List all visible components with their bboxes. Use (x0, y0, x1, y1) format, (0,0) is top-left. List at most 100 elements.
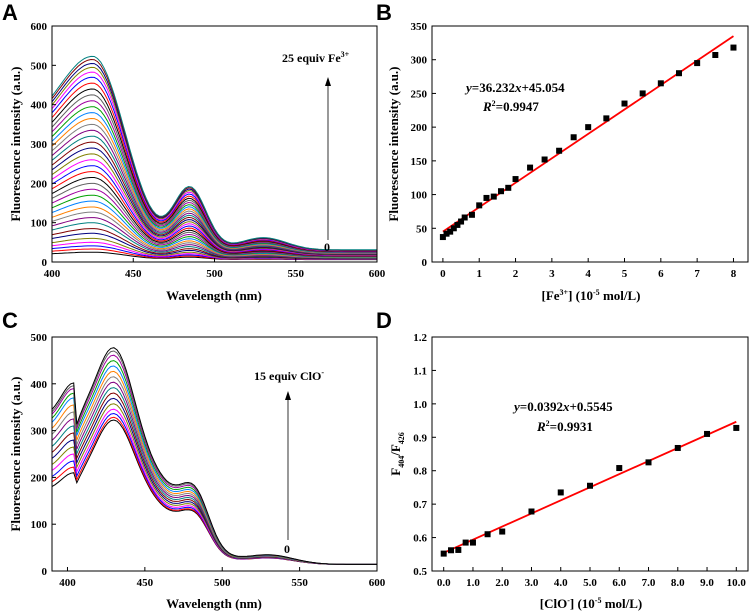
panel-b-r-squared: R2=0.9947 (482, 99, 539, 114)
data-point (541, 156, 548, 163)
y-tick-label: 50 (416, 223, 428, 235)
y-tick-label: 200 (31, 472, 48, 484)
panel-a-y-ticks: 0 100 200 300 400 500 600 (31, 21, 56, 269)
x-tick-label: 550 (291, 577, 308, 589)
y-tick-label: 600 (31, 21, 48, 33)
x-tick-label: 450 (125, 268, 142, 280)
data-point (603, 115, 610, 122)
y-tick-label: 0 (422, 257, 428, 269)
data-point (499, 528, 506, 535)
y-tick-label: 200 (411, 122, 428, 134)
panel-a-spectra: 400 450 500 550 600 0 100 200 300 400 500 600 Wave… (8, 21, 386, 303)
y-tick-label: 150 (411, 156, 428, 168)
panel-c-curves (51, 347, 377, 565)
data-point (461, 214, 468, 221)
y-tick-label: 0.8 (413, 466, 427, 478)
panel-d-equation: y=0.0392x+0.5545 (512, 399, 613, 414)
data-point (570, 134, 577, 141)
data-point (454, 221, 461, 228)
panel-c-arrowhead (285, 391, 291, 400)
data-point (455, 546, 462, 553)
x-tick-label: 6 (658, 268, 664, 280)
x-tick-label: 400 (59, 577, 76, 589)
data-point (498, 188, 505, 195)
y-tick-label: 0.6 (413, 533, 427, 545)
panel-d-r-squared: R2=0.9931 (536, 419, 593, 434)
y-tick-label: 100 (31, 519, 48, 531)
data-point (469, 539, 476, 546)
y-tick-label: 0.9 (413, 432, 427, 444)
panel-d-points (440, 424, 740, 557)
data-point (484, 531, 491, 538)
x-tick-label: 0.0 (437, 577, 451, 589)
panel-c-x-label: Wavelength (nm) (166, 596, 262, 611)
panel-b-calibration: 0 1 2 3 4 5 6 7 8 0 50 100 150 200 250 300 350 [Fe3+] (… (386, 21, 749, 303)
data-point (645, 459, 652, 466)
data-point (528, 508, 535, 515)
spectrum-line (51, 370, 377, 565)
panel-c-y-label: Fluorescence intensity (a.u.) (8, 376, 23, 531)
y-tick-label: 1.2 (413, 332, 427, 344)
y-tick-label: 500 (31, 60, 48, 72)
data-point (704, 430, 711, 437)
y-tick-label: 350 (411, 21, 428, 33)
x-tick-label: 450 (137, 577, 154, 589)
data-point (490, 193, 497, 200)
panel-c-frame (51, 336, 378, 572)
panel-letter-c: C (2, 308, 18, 333)
data-point (462, 539, 469, 546)
panel-a-x-ticks: 400 450 500 550 600 (44, 258, 386, 280)
panel-b-frame (431, 25, 749, 263)
panel-a-annotation-zero: 0 (324, 240, 330, 254)
data-point (512, 176, 519, 183)
data-point (657, 80, 664, 87)
x-tick-label: 2.0 (495, 577, 509, 589)
panel-a-arrowhead (325, 77, 331, 86)
y-tick-label: 500 (31, 332, 48, 344)
data-point (733, 424, 740, 431)
y-tick-label: 300 (411, 55, 428, 67)
y-tick-label: 0 (42, 257, 48, 269)
panel-b-y-ticks: 0 50 100 150 200 250 300 350 (411, 21, 436, 269)
panel-b-y-label: Fluorescence intensity (a.u.) (386, 66, 401, 221)
panel-c-annotation-top: 15 equiv ClO- (254, 368, 324, 383)
panel-letter-b: B (376, 0, 392, 25)
panel-b-points (439, 44, 737, 241)
panel-b-fit-layer (442, 35, 734, 233)
y-tick-label: 300 (31, 139, 48, 151)
y-tick-label: 1.1 (413, 365, 427, 377)
panel-d-y-label: F404/F426 (388, 432, 406, 476)
data-point (585, 124, 592, 131)
x-tick-label: 550 (288, 268, 305, 280)
y-tick-label: 200 (31, 178, 48, 190)
x-tick-label: 400 (44, 268, 61, 280)
panel-d-ratio: 0.0 1.0 2.0 3.0 4.0 5.0 6.0 7.0 8.0 9.0 10.0 0.50.… (388, 332, 749, 611)
y-tick-label: 250 (411, 88, 428, 100)
data-point (694, 60, 701, 67)
panel-b-equation: y=36.232x+45.054 (464, 80, 565, 95)
spectrum-line (51, 365, 377, 565)
spectrum-line (51, 376, 377, 565)
panel-a-x-label: Wavelength (nm) (166, 288, 262, 303)
panel-c-spectra: 400 450 500 550 600 0 100 200 300 400 500 Wavelen… (8, 332, 386, 611)
spectrum-line (51, 408, 377, 565)
x-tick-label: 500 (214, 577, 231, 589)
panel-d-x-ticks: 0.0 1.0 2.0 3.0 4.0 5.0 6.0 7.0 8.0 9.0 10.0 (437, 567, 747, 589)
x-tick-label: 2 (513, 268, 519, 280)
data-point (621, 100, 628, 107)
data-point (587, 482, 593, 489)
x-tick-label: 10.0 (727, 577, 747, 589)
x-tick-label: 3.0 (525, 577, 539, 589)
data-point (439, 234, 446, 241)
y-tick-label: 100 (31, 218, 48, 230)
spectrum-line (51, 412, 377, 565)
spectrum-line (51, 387, 377, 565)
x-tick-label: 9.0 (700, 577, 714, 589)
data-point (447, 228, 454, 235)
y-tick-label: 100 (411, 190, 428, 202)
data-point (527, 164, 534, 171)
y-tick-label: 0 (42, 566, 48, 578)
y-tick-label: 1.0 (413, 399, 427, 411)
panel-a-annotation-top: 25 equiv Fe3+ (282, 50, 350, 65)
